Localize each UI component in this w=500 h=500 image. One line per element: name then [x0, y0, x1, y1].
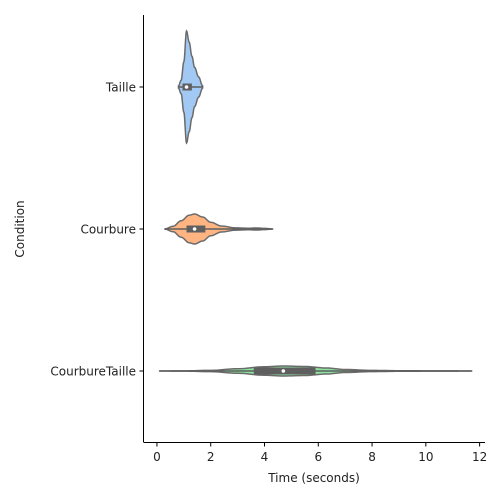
- y-tick-label: Courbure: [80, 223, 136, 237]
- violin-median: [184, 85, 189, 89]
- x-axis-title: Time (seconds): [267, 471, 360, 485]
- y-ticks: Taille Courbure CourbureTaille: [50, 81, 144, 379]
- y-tick-label: Taille: [105, 81, 136, 95]
- x-tick-label: 12: [472, 450, 487, 464]
- x-tick-label: 8: [368, 450, 376, 464]
- x-tick-label: 2: [207, 450, 215, 464]
- y-tick-label: CourbureTaille: [50, 365, 136, 379]
- x-tick-label: 10: [418, 450, 433, 464]
- x-ticks: 0 2 4 6 8 10 12: [153, 442, 487, 464]
- violins: [158, 29, 473, 377]
- y-axis-title: Condition: [13, 200, 27, 257]
- violin-median: [192, 227, 197, 231]
- x-tick-label: 6: [314, 450, 322, 464]
- x-tick-label: 0: [153, 450, 161, 464]
- violin-median: [281, 369, 286, 373]
- x-tick-label: 4: [261, 450, 269, 464]
